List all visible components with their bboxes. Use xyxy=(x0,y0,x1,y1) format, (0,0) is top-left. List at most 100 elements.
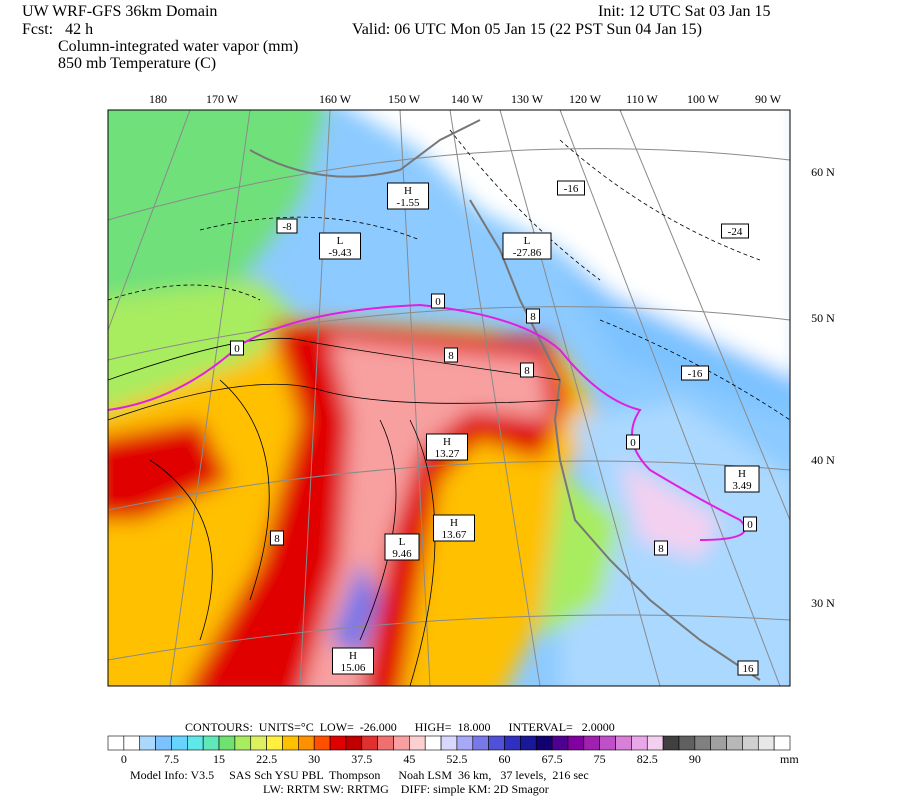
colorbar-swatch xyxy=(520,735,537,751)
dynamic-layer: 180 170 W 160 W 150 W 140 W 130 W 120 W 110 W 10… xyxy=(107,92,835,796)
map-label: H13.27 xyxy=(426,433,468,461)
colorbar-swatch xyxy=(218,735,236,751)
label-box xyxy=(270,530,284,546)
colorbar-swatch xyxy=(282,735,299,751)
label-box xyxy=(433,514,475,542)
label-box xyxy=(626,434,640,450)
colorbar-swatch xyxy=(250,735,267,751)
colorbar-swatch xyxy=(424,735,442,751)
colorbar-label: 60 xyxy=(499,752,511,766)
map-label: 0 xyxy=(230,340,244,356)
colorbar-swatch xyxy=(187,735,204,751)
label-text: -27.86 xyxy=(513,247,542,259)
colorbar-swatch xyxy=(488,735,505,751)
colorbar-swatch xyxy=(234,735,252,751)
label-text: 0 xyxy=(234,343,240,355)
label-text: 8 xyxy=(524,365,530,377)
colorbar-swatch xyxy=(773,735,791,751)
colorbar-swatch xyxy=(456,735,474,751)
label-text: 0 xyxy=(747,519,753,531)
label-text: 8 xyxy=(274,533,280,545)
colorbar-label: 90 xyxy=(689,752,701,766)
colorbar-swatch xyxy=(694,735,711,751)
colorbar-label: 30 xyxy=(308,752,320,766)
map-label: H15.06 xyxy=(332,647,374,675)
label-box xyxy=(387,182,429,210)
label-box xyxy=(526,308,540,324)
colorbar-swatch xyxy=(504,735,521,751)
map-label: L-27.86 xyxy=(502,232,552,260)
contour-info: CONTOURS: UNITS=°C LOW= -26.000 HIGH= 18… xyxy=(185,720,615,734)
colorbar-swatch xyxy=(107,735,125,751)
label-text: H xyxy=(443,436,451,448)
colorbar-swatch xyxy=(171,735,188,751)
label-box xyxy=(444,347,458,363)
colorbar-label: 37.5 xyxy=(351,752,372,766)
label-text: 8 xyxy=(658,543,664,555)
label-text: 3.49 xyxy=(732,480,752,492)
model-title: UW WRF-GFS 36km Domain xyxy=(22,3,217,20)
map-label: L9.46 xyxy=(384,533,420,561)
colorbar-label: 67.5 xyxy=(542,752,563,766)
latitude-label: 40 N xyxy=(811,453,835,467)
label-box xyxy=(230,340,244,356)
label-box xyxy=(502,232,552,260)
label-text: -9.43 xyxy=(329,247,352,259)
longitude-label: 150 W xyxy=(388,92,421,106)
label-text: 15.06 xyxy=(341,662,366,674)
longitude-label: 170 W xyxy=(206,92,239,106)
label-text: -16 xyxy=(688,368,703,380)
longitude-label: 90 W xyxy=(755,92,782,106)
colorbar-label: 52.5 xyxy=(446,752,467,766)
label-text: -1.55 xyxy=(397,197,420,209)
valid-time: Valid: 06 UTC Mon 05 Jan 15 (22 PST Sun … xyxy=(352,21,702,38)
colorbar-swatch xyxy=(535,735,553,751)
colorbar-swatch xyxy=(329,735,347,751)
map-label: 8 xyxy=(520,362,534,378)
label-box xyxy=(737,660,759,676)
label-text: L xyxy=(337,235,344,247)
init-time: Init: 12 UTC Sat 03 Jan 15 xyxy=(598,3,770,20)
label-text: -8 xyxy=(282,221,292,233)
colorbar-label: 22.5 xyxy=(256,752,277,766)
colorbar-unit: mm xyxy=(780,752,799,766)
colorbar-swatch xyxy=(583,735,600,751)
colorbar-swatch xyxy=(345,735,363,751)
colorbar-swatch xyxy=(298,735,315,751)
colorbar-swatch xyxy=(440,735,458,751)
map-label: L-9.43 xyxy=(319,232,361,260)
colorbar-swatch xyxy=(726,735,743,751)
graticule xyxy=(108,110,790,686)
label-text: -24 xyxy=(728,226,743,238)
colorbar-swatch xyxy=(202,735,220,751)
longitude-label: 160 W xyxy=(319,92,352,106)
longitude-label: 180 xyxy=(149,92,167,106)
model-info: Model Info: V3.5 SAS Sch YSU PBL Thompso… xyxy=(130,768,589,782)
colorbar-swatch xyxy=(757,735,775,751)
map-label: 0 xyxy=(626,434,640,450)
map-label: 8 xyxy=(270,530,284,546)
map-label: -16 xyxy=(681,365,709,381)
map-label: 8 xyxy=(654,540,668,556)
label-text: H xyxy=(738,468,746,480)
label-box xyxy=(520,362,534,378)
label-text: 16 xyxy=(743,663,755,675)
label-box xyxy=(654,540,668,556)
longitude-label: 110 W xyxy=(626,92,658,106)
colorbar-swatch xyxy=(409,735,426,751)
label-box xyxy=(743,516,757,532)
colorbar-label: 75 xyxy=(594,752,606,766)
label-box xyxy=(384,533,420,561)
map-label: H13.67 xyxy=(433,514,475,542)
label-text: 13.27 xyxy=(435,448,460,460)
colorbar-swatch xyxy=(662,735,680,751)
label-box xyxy=(319,232,361,260)
label-box xyxy=(721,223,749,239)
colorbar-swatch xyxy=(646,735,664,751)
map-label: H3.49 xyxy=(724,465,760,493)
label-text: 9.46 xyxy=(392,548,412,560)
temperature-contours xyxy=(108,129,790,686)
colorbar-swatch xyxy=(551,735,569,751)
field-name: Column-integrated water vapor (mm) xyxy=(58,38,298,55)
